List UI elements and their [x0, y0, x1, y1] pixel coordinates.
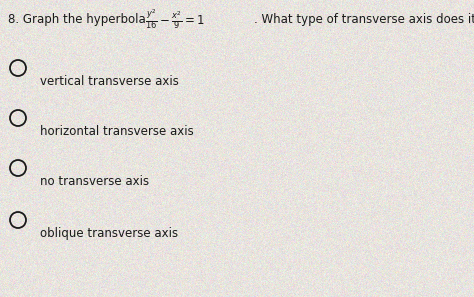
- Text: oblique transverse axis: oblique transverse axis: [40, 227, 178, 240]
- Text: no transverse axis: no transverse axis: [40, 175, 149, 188]
- Text: . What type of transverse axis does it have?: . What type of transverse axis does it h…: [254, 13, 474, 26]
- Text: $\frac{y^2}{16}-\frac{x^2}{9}=1$: $\frac{y^2}{16}-\frac{x^2}{9}=1$: [145, 7, 204, 31]
- Text: horizontal transverse axis: horizontal transverse axis: [40, 125, 194, 138]
- Text: 8. Graph the hyperbola: 8. Graph the hyperbola: [8, 13, 150, 26]
- Text: vertical transverse axis: vertical transverse axis: [40, 75, 179, 88]
